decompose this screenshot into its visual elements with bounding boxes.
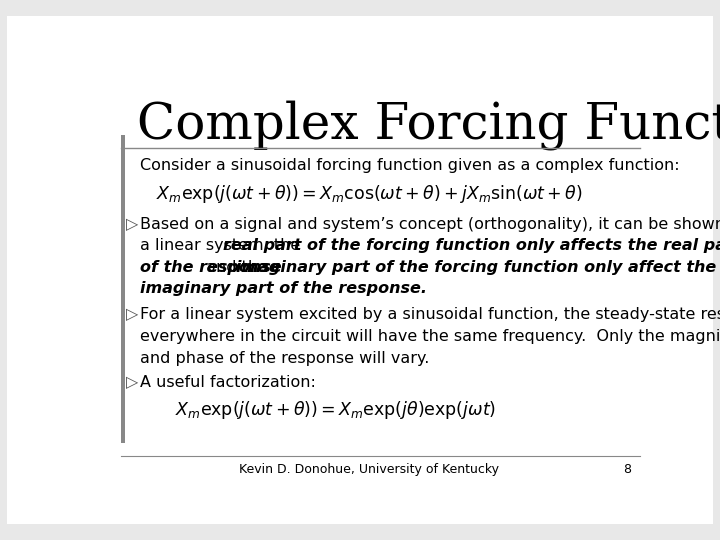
Text: ▷: ▷ [126,217,138,232]
Text: ▷: ▷ [126,307,138,322]
Text: For a linear system excited by a sinusoidal function, the steady-state response: For a linear system excited by a sinusoi… [140,307,720,322]
Text: everywhere in the circuit will have the same frequency.  Only the magnitude: everywhere in the circuit will have the … [140,329,720,344]
Text: and the: and the [201,260,273,275]
Text: of the response: of the response [140,260,282,275]
Text: imaginary part of the response.: imaginary part of the response. [140,281,427,296]
Text: Kevin D. Donohue, University of Kentucky: Kevin D. Donohue, University of Kentucky [239,463,499,476]
Text: and phase of the response will vary.: and phase of the response will vary. [140,350,430,366]
Text: 8: 8 [624,463,631,476]
Text: real part of the forcing function only affects the real part: real part of the forcing function only a… [222,238,720,253]
Bar [121,136,125,443]
Text: imaginary part of the forcing function only affect the: imaginary part of the forcing function o… [236,260,716,275]
Text: Complex Forcing Function: Complex Forcing Function [138,100,720,150]
Text: Consider a sinusoidal forcing function given as a complex function:: Consider a sinusoidal forcing function g… [140,158,680,173]
Text: Based on a signal and system’s concept (orthogonality), it can be shown that for: Based on a signal and system’s concept (… [140,217,720,232]
Text: A useful factorization:: A useful factorization: [140,375,316,390]
Text: $X_m \exp(j(\omega t+\theta)) = X_m \cos(\omega t+\theta) + jX_m \sin(\omega t+\: $X_m \exp(j(\omega t+\theta)) = X_m \cos… [156,183,582,205]
Text: a linear system, the: a linear system, the [140,238,305,253]
Text: ▷: ▷ [126,375,138,390]
Text: $X_m \exp(j(\omega t+\theta)) = X_m \exp(j\theta)\exp(j\omega t)$: $X_m \exp(j(\omega t+\theta)) = X_m \exp… [175,399,496,421]
